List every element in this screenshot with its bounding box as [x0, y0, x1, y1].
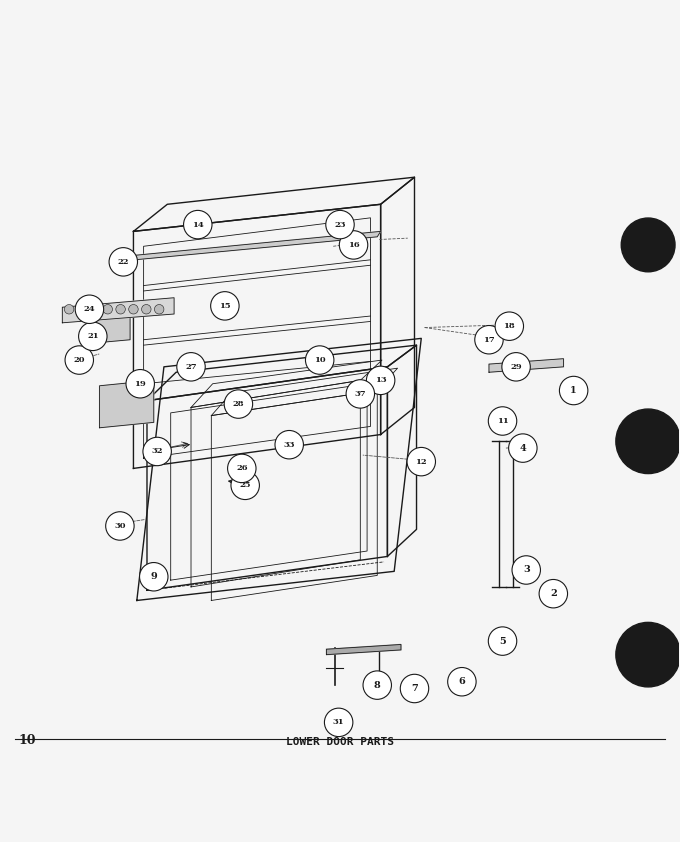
Text: 20: 20 [73, 356, 85, 364]
Text: 15: 15 [219, 302, 231, 310]
Circle shape [116, 305, 125, 314]
Circle shape [447, 668, 476, 696]
Circle shape [90, 305, 99, 314]
Text: 12: 12 [415, 458, 427, 466]
Text: 5: 5 [499, 637, 506, 646]
Text: 16: 16 [347, 241, 360, 249]
Text: 7: 7 [411, 684, 418, 693]
Text: 8: 8 [374, 680, 381, 690]
Circle shape [509, 434, 537, 462]
Text: 13: 13 [375, 376, 386, 384]
Circle shape [141, 305, 151, 314]
Circle shape [211, 291, 239, 320]
Circle shape [495, 312, 524, 340]
Text: 24: 24 [84, 306, 95, 313]
Circle shape [184, 210, 212, 239]
Circle shape [224, 390, 253, 418]
Text: 37: 37 [354, 390, 366, 398]
Circle shape [367, 366, 395, 395]
Text: 10: 10 [18, 734, 36, 748]
Text: LOWER DOOR PARTS: LOWER DOOR PARTS [286, 738, 394, 748]
Text: 19: 19 [135, 380, 146, 388]
Circle shape [103, 305, 112, 314]
Circle shape [177, 353, 205, 381]
Circle shape [75, 295, 103, 323]
Text: 27: 27 [185, 363, 197, 370]
Text: 23: 23 [335, 221, 345, 229]
Circle shape [616, 409, 680, 473]
Circle shape [616, 622, 680, 687]
Circle shape [502, 353, 530, 381]
Circle shape [346, 380, 375, 408]
Circle shape [65, 305, 74, 314]
Circle shape [109, 248, 137, 276]
Circle shape [228, 454, 256, 482]
Circle shape [622, 218, 675, 272]
Text: 11: 11 [496, 417, 509, 425]
Circle shape [65, 346, 93, 375]
Text: 26: 26 [236, 465, 248, 472]
Text: 30: 30 [114, 522, 126, 530]
Text: 33: 33 [284, 440, 295, 449]
Circle shape [539, 579, 568, 608]
Circle shape [154, 305, 164, 314]
Polygon shape [63, 298, 174, 322]
Text: 1: 1 [571, 386, 577, 395]
Text: 6: 6 [458, 677, 465, 686]
Text: 32: 32 [152, 447, 163, 456]
Circle shape [305, 346, 334, 375]
Polygon shape [489, 359, 564, 372]
Polygon shape [326, 644, 401, 654]
Text: 3: 3 [523, 566, 530, 574]
Circle shape [475, 326, 503, 354]
Circle shape [79, 322, 107, 350]
Text: 31: 31 [333, 718, 345, 727]
Text: 17: 17 [483, 336, 495, 344]
Circle shape [339, 231, 368, 259]
Text: 10: 10 [314, 356, 326, 364]
Text: 9: 9 [150, 573, 157, 581]
Text: 18: 18 [503, 322, 515, 330]
Text: 25: 25 [239, 482, 251, 489]
Circle shape [488, 627, 517, 655]
Polygon shape [92, 314, 130, 344]
Circle shape [126, 370, 154, 398]
Polygon shape [99, 381, 154, 428]
Text: 2: 2 [550, 589, 557, 598]
Circle shape [488, 407, 517, 435]
Text: 21: 21 [87, 333, 99, 340]
Text: 28: 28 [233, 400, 244, 408]
Text: 29: 29 [510, 363, 522, 370]
Circle shape [231, 472, 259, 499]
Circle shape [560, 376, 588, 405]
Circle shape [512, 556, 541, 584]
Text: 14: 14 [192, 221, 203, 229]
Text: 4: 4 [520, 444, 526, 453]
Circle shape [129, 305, 138, 314]
Circle shape [139, 562, 168, 591]
Polygon shape [113, 232, 381, 262]
Circle shape [78, 305, 87, 314]
Circle shape [407, 447, 435, 476]
Circle shape [326, 210, 354, 239]
Circle shape [143, 437, 171, 466]
Text: 22: 22 [118, 258, 129, 266]
Circle shape [275, 430, 303, 459]
Circle shape [324, 708, 353, 737]
Circle shape [105, 512, 134, 541]
Circle shape [363, 671, 392, 700]
Circle shape [401, 674, 428, 703]
